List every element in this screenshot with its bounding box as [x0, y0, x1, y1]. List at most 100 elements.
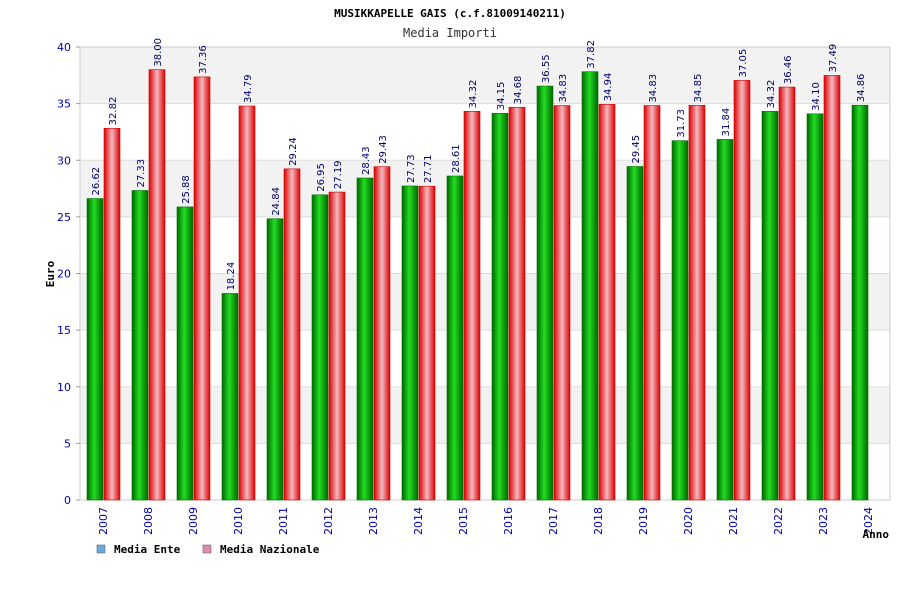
- value-label-nazionale-2019: 34.83: [648, 74, 659, 103]
- x-tick-label-2008: 2008: [142, 507, 155, 535]
- legend-label-media-nazionale: Media Nazionale: [220, 543, 320, 556]
- bar-nazionale-2017: [553, 105, 571, 501]
- x-tick-label-2018: 2018: [592, 507, 605, 535]
- value-label-ente-2017: 36.55: [541, 54, 552, 83]
- bar-ente-2020: [671, 140, 689, 501]
- y-tick-label: 5: [64, 437, 71, 450]
- y-tick-label: 10: [57, 381, 71, 394]
- x-tick-label-2016: 2016: [502, 507, 515, 535]
- bar-ente-2016: [491, 112, 509, 501]
- y-tick-label: 25: [57, 211, 71, 224]
- value-label-ente-2018: 37.82: [586, 40, 597, 69]
- x-tick-label-2011: 2011: [277, 507, 290, 535]
- plot-band: [80, 330, 890, 387]
- x-tick-label-2020: 2020: [682, 507, 695, 535]
- value-label-ente-2016: 34.15: [496, 82, 507, 111]
- y-tick-label: 0: [64, 494, 71, 507]
- chart-subtitle: Media Importi: [403, 26, 497, 40]
- value-label-ente-2015: 28.61: [451, 144, 462, 173]
- bar-nazionale-2023: [823, 75, 841, 501]
- bar-ente-2013: [356, 177, 374, 501]
- bar-ente-2023: [806, 113, 824, 501]
- value-label-ente-2020: 31.73: [676, 109, 687, 138]
- bar-nazionale-2018: [598, 104, 616, 501]
- x-tick-label-2010: 2010: [232, 507, 245, 535]
- value-label-nazionale-2015: 34.32: [468, 80, 479, 109]
- value-label-nazionale-2017: 34.83: [558, 74, 569, 103]
- y-tick-label: 15: [57, 324, 71, 337]
- x-tick-label-2022: 2022: [772, 507, 785, 535]
- x-axis-label: Anno: [863, 528, 890, 541]
- value-label-ente-2022: 34.32: [766, 80, 777, 109]
- bar-nazionale-2008: [148, 69, 166, 501]
- x-tick-label-2015: 2015: [457, 507, 470, 535]
- value-label-nazionale-2018: 34.94: [603, 73, 614, 102]
- value-label-nazionale-2009: 37.36: [198, 45, 209, 74]
- x-tick-label-2021: 2021: [727, 507, 740, 535]
- value-label-nazionale-2012: 27.19: [333, 160, 344, 189]
- bar-ente-2018: [581, 71, 599, 501]
- value-label-ente-2010: 18.24: [226, 262, 237, 291]
- x-tick-label-2009: 2009: [187, 507, 200, 535]
- bar-ente-2021: [716, 139, 734, 501]
- value-label-ente-2011: 24.84: [271, 187, 282, 216]
- bar-nazionale-2009: [193, 76, 211, 501]
- bar-nazionale-2020: [688, 105, 706, 501]
- y-tick-label: 35: [57, 98, 71, 111]
- bar-nazionale-2016: [508, 106, 526, 501]
- plot-band: [80, 103, 890, 161]
- value-label-nazionale-2016: 34.68: [513, 76, 524, 105]
- bar-ente-2014: [401, 185, 419, 501]
- value-label-nazionale-2011: 29.24: [288, 137, 299, 166]
- value-label-ente-2008: 27.33: [136, 159, 147, 188]
- x-tick-label-2024: 2024: [862, 507, 875, 535]
- plot-band: [80, 47, 890, 104]
- plot-band: [80, 273, 890, 331]
- bar-ente-2008: [131, 190, 149, 501]
- value-label-nazionale-2010: 34.79: [243, 74, 254, 103]
- bar-ente-2024: [851, 104, 869, 501]
- bar-nazionale-2011: [283, 168, 301, 501]
- y-tick-label: 20: [57, 268, 71, 281]
- value-label-nazionale-2021: 37.05: [738, 49, 749, 78]
- value-label-nazionale-2008: 38.00: [153, 38, 164, 67]
- x-tick-label-2007: 2007: [97, 507, 110, 535]
- value-label-nazionale-2020: 34.85: [693, 74, 704, 103]
- y-tick-label: 40: [57, 41, 71, 54]
- value-label-ente-2012: 26.95: [316, 163, 327, 192]
- value-label-ente-2024: 34.86: [856, 74, 867, 103]
- value-label-ente-2019: 29.45: [631, 135, 642, 164]
- bar-nazionale-2012: [328, 191, 346, 501]
- legend-label-media-ente: Media Ente: [114, 543, 181, 556]
- bar-ente-2017: [536, 85, 554, 501]
- bar-nazionale-2015: [463, 111, 481, 501]
- x-tick-label-2017: 2017: [547, 507, 560, 535]
- bar-nazionale-2021: [733, 80, 751, 501]
- bar-ente-2010: [221, 293, 239, 501]
- value-label-ente-2007: 26.62: [91, 167, 102, 196]
- plot-bands: [80, 47, 890, 500]
- x-axis-categories: 2007 2008 2009 2010 2011 2012 2013 2014 2015 2016…: [97, 507, 875, 535]
- y-axis-ticks: 0 5 10 15 20 25 30 35 40: [57, 41, 80, 507]
- bar-nazionale-2007: [103, 128, 121, 501]
- x-tick-label-2023: 2023: [817, 507, 830, 535]
- bar-nazionale-2014: [418, 185, 436, 501]
- bar-ente-2019: [626, 166, 644, 501]
- value-label-nazionale-2023: 37.49: [828, 44, 839, 73]
- bar-nazionale-2019: [643, 105, 661, 501]
- value-label-nazionale-2014: 27.71: [423, 155, 434, 184]
- plot-band: [80, 386, 890, 444]
- value-label-ente-2021: 31.84: [721, 108, 732, 137]
- bar-ente-2015: [446, 175, 464, 501]
- plot-band: [80, 216, 890, 274]
- value-label-ente-2023: 34.10: [811, 82, 822, 111]
- bar-ente-2009: [176, 206, 194, 501]
- bar-nazionale-2013: [373, 166, 391, 501]
- legend-swatch-media-ente: [96, 544, 106, 554]
- chart-title: MUSIKKAPELLE GAIS (c.f.81009140211): [334, 7, 566, 20]
- y-axis-label: Euro: [44, 260, 57, 287]
- value-label-ente-2013: 28.43: [361, 146, 372, 175]
- bar-nazionale-2010: [238, 105, 256, 501]
- value-labels: 26.62 32.82 27.33 38.00 25.88 37.36 18.24 34.79…: [91, 38, 867, 290]
